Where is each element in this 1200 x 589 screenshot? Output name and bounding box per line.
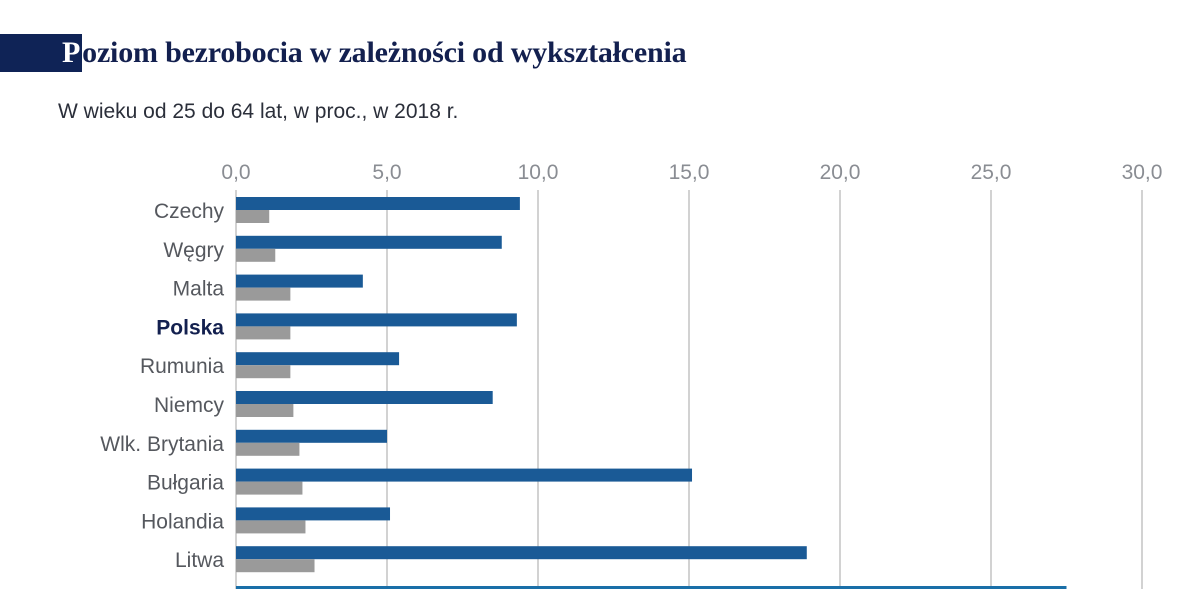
category-label: Rumunia bbox=[140, 355, 224, 378]
bar-secondary bbox=[236, 248, 276, 262]
bar-secondary bbox=[236, 442, 300, 456]
x-tick-label: 30,0 bbox=[1122, 161, 1163, 184]
bar-secondary bbox=[236, 481, 303, 495]
category-label: Wlk. Brytania bbox=[100, 433, 224, 456]
bar-primary bbox=[236, 352, 400, 366]
bar-primary bbox=[236, 507, 391, 521]
category-label: Czechy bbox=[154, 200, 225, 223]
x-tick-label: 25,0 bbox=[971, 161, 1012, 184]
title-first-letter: P bbox=[58, 36, 83, 70]
bar-secondary bbox=[236, 287, 291, 301]
bar-primary bbox=[236, 235, 502, 249]
x-tick-label: 20,0 bbox=[820, 161, 861, 184]
bar-secondary bbox=[236, 210, 270, 223]
bar-primary bbox=[236, 197, 520, 210]
x-tick-label: 5,0 bbox=[372, 161, 401, 184]
title-rest: oziom bezrobocia w zależności od wykszta… bbox=[82, 36, 687, 69]
bar-secondary bbox=[236, 404, 294, 417]
category-label: Malta bbox=[173, 278, 225, 301]
bar-primary bbox=[236, 274, 363, 288]
bar-primary bbox=[236, 546, 807, 560]
category-label: Bułgaria bbox=[147, 472, 224, 495]
bar-primary bbox=[236, 429, 387, 443]
x-axis-ticks: 0,0 5,0 10,0 15,0 20,0 25,0 30,0 bbox=[221, 161, 1162, 184]
bar-primary bbox=[236, 468, 693, 482]
x-tick-label: 15,0 bbox=[669, 161, 710, 184]
category-label: Niemcy bbox=[154, 394, 225, 417]
bar-primary bbox=[236, 313, 517, 327]
bar-secondary bbox=[236, 365, 291, 379]
category-label: Polska bbox=[156, 316, 224, 339]
chart-subtitle: W wieku od 25 do 64 lat, w proc., w 2018… bbox=[58, 100, 459, 123]
gridlines bbox=[235, 190, 1143, 589]
x-tick-label: 10,0 bbox=[518, 161, 559, 184]
category-labels: Czechy Węgry Malta Polska Rumunia Niemcy Wlk. … bbox=[100, 200, 224, 572]
category-label: Litwa bbox=[175, 549, 224, 572]
bar-primary-partial bbox=[236, 586, 1067, 589]
bar-secondary bbox=[236, 520, 306, 534]
bar-primary bbox=[236, 391, 493, 404]
x-tick-label: 0,0 bbox=[221, 161, 250, 184]
bars bbox=[236, 197, 1067, 589]
bar-secondary bbox=[236, 326, 291, 340]
category-label: Holandia bbox=[141, 510, 224, 533]
category-label: Węgry bbox=[163, 239, 224, 262]
bar-secondary bbox=[236, 559, 315, 573]
